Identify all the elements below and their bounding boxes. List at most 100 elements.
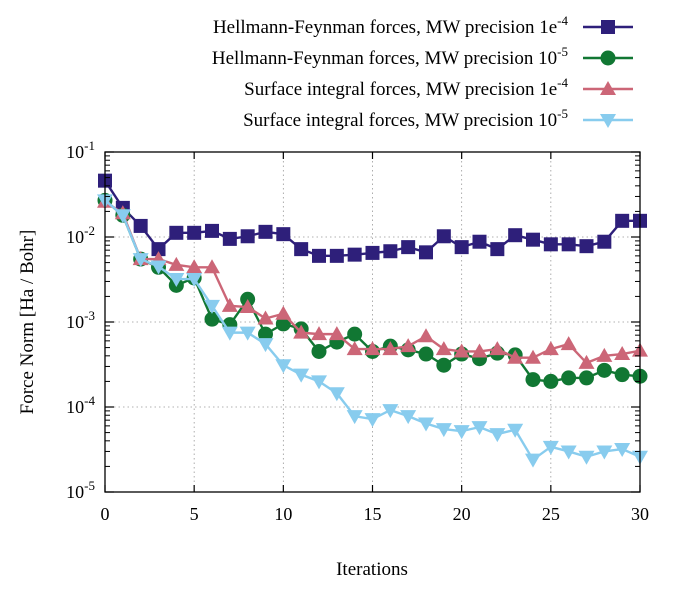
series-4-point (453, 425, 470, 440)
series-3 (97, 193, 648, 369)
series-1-point (222, 231, 237, 246)
axis-ticks: 0 5 10 15 20 25 30 10-5 10-4 10-3 10-2 10-1 (66, 138, 649, 524)
x-tick-label: 5 (190, 504, 199, 524)
series-3-point (453, 343, 470, 358)
series-3-point (560, 336, 577, 351)
series-1-point (276, 227, 291, 242)
series-2-point (596, 362, 612, 378)
series-3-point (489, 341, 506, 356)
series-4-point (257, 338, 274, 353)
x-tick-label: 0 (101, 504, 110, 524)
series-1-point (561, 237, 576, 252)
series-4-point (560, 445, 577, 460)
series-4-point (204, 299, 220, 314)
series-4-point (132, 253, 149, 268)
x-axis-label: Iterations (336, 559, 408, 580)
series-3-point (239, 299, 256, 314)
series-4-point (293, 368, 310, 383)
x-tick-label: 30 (631, 504, 649, 524)
legend-label-3: Surface integral forces, MW precision 1e… (244, 75, 568, 100)
series-3-point (525, 349, 541, 364)
series-2-point (614, 367, 630, 383)
series-3-point (542, 341, 559, 356)
series-3-point (507, 349, 524, 364)
series-3-point (168, 256, 185, 271)
y-tick-label: 10-2 (66, 223, 95, 247)
series-3-point (275, 305, 292, 320)
series-1-point (383, 244, 398, 259)
series-3-point (328, 326, 345, 341)
series-3-point (382, 341, 399, 356)
series-2-point (543, 373, 559, 389)
series-4-point (578, 450, 595, 465)
x-tick-label: 20 (453, 504, 471, 524)
series-4-point (275, 359, 292, 374)
legend-label-1: Hellmann-Feynman forces, MW precision 1e… (213, 13, 569, 38)
series-4-point (239, 326, 256, 341)
series-4-point (150, 260, 167, 275)
series-4-point (542, 440, 559, 455)
series-2-point (579, 370, 594, 386)
series-4-point (400, 410, 417, 425)
series-1-line (103, 180, 640, 258)
series-3-point (614, 346, 631, 361)
series-3-point (346, 341, 363, 356)
series-2-point (204, 311, 220, 327)
series-4-point (382, 404, 399, 419)
series-2-point (436, 357, 452, 373)
series-4-point (364, 413, 381, 428)
series-1-point (187, 225, 202, 240)
series-2-point (525, 372, 541, 388)
series-4-point (525, 453, 541, 468)
series-1-point (312, 248, 326, 263)
series-3-point (418, 328, 434, 343)
legend-marker-3 (600, 81, 616, 95)
series-4-point (186, 273, 203, 288)
series-1-point (454, 240, 469, 255)
series-4-point (614, 443, 631, 458)
x-tick-label: 25 (542, 504, 560, 524)
legend-marker-4 (600, 114, 616, 128)
series-1-point (579, 239, 594, 254)
series-2-point (561, 370, 577, 386)
series-1-point (240, 229, 255, 244)
series-4-point (435, 423, 452, 438)
grid-lines (105, 152, 640, 492)
series-4-point (507, 423, 524, 438)
series-3-point (204, 259, 220, 274)
series-4-point (221, 326, 238, 341)
series-3-point (364, 341, 381, 356)
series-1-point (419, 245, 433, 260)
series-1-point (133, 218, 148, 233)
series-1-point (490, 242, 505, 257)
series-2-point (311, 343, 327, 359)
series-1-point (543, 237, 558, 252)
series-2-point (258, 326, 273, 342)
series-4-point (328, 387, 345, 402)
legend: Hellmann-Feynman forces, MW precision 1e… (212, 13, 633, 131)
legend-label-4: Surface integral forces, MW precision 10… (243, 106, 568, 131)
series-1-point (205, 223, 219, 238)
series-4-point (114, 209, 131, 224)
series-4-point (311, 375, 327, 390)
series-1-point (436, 229, 451, 244)
series-1-point (597, 234, 612, 249)
y-tick-label: 10-4 (66, 393, 95, 417)
legend-marker-1 (601, 20, 615, 34)
series-1-point (401, 240, 416, 255)
series-1-point (526, 232, 540, 247)
legend-marker-2 (600, 50, 616, 66)
series-4-point (471, 421, 488, 436)
series-3-point (596, 347, 613, 362)
series-3-point (293, 324, 310, 339)
series-1-point (294, 242, 309, 257)
x-tick-label: 15 (364, 504, 382, 524)
series-3-point (257, 310, 274, 325)
y-tick-label: 10-1 (66, 138, 95, 162)
series-1-point (365, 245, 380, 260)
legend-label-2: Hellmann-Feynman forces, MW precision 10… (212, 44, 568, 69)
series-1-point (347, 247, 362, 262)
series-layer (97, 173, 648, 468)
series-4-point (489, 428, 506, 443)
y-tick-label: 10-5 (66, 478, 95, 502)
